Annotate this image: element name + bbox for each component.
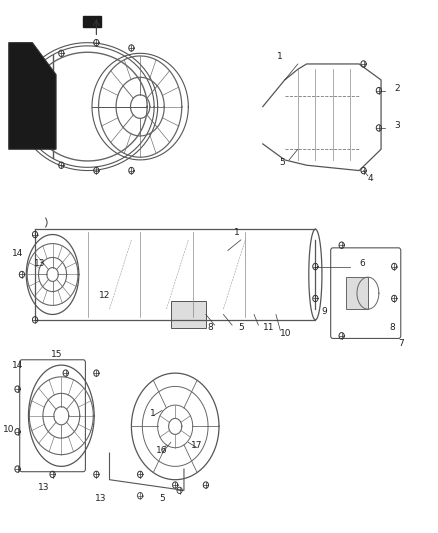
Text: 13: 13 (38, 483, 49, 492)
Text: 1: 1 (277, 52, 283, 61)
Text: 13: 13 (34, 260, 45, 269)
Text: 5: 5 (238, 324, 244, 333)
Text: 1: 1 (233, 228, 240, 237)
Text: 8: 8 (207, 324, 213, 333)
Text: 5: 5 (279, 158, 285, 167)
Text: 11: 11 (263, 324, 274, 333)
Text: 16: 16 (156, 446, 168, 455)
Text: 5: 5 (159, 494, 165, 503)
Text: 8: 8 (390, 324, 396, 333)
Bar (346, 277, 368, 309)
Text: 1: 1 (150, 409, 156, 418)
Bar (171, 301, 206, 328)
Text: 15: 15 (51, 350, 63, 359)
Text: 3: 3 (394, 121, 400, 130)
Text: 4: 4 (368, 174, 374, 183)
Text: 14: 14 (12, 361, 23, 370)
Text: 10: 10 (3, 425, 14, 434)
Text: 17: 17 (191, 441, 203, 450)
Text: 9: 9 (321, 308, 327, 317)
Polygon shape (83, 16, 101, 27)
Text: 14: 14 (12, 249, 23, 258)
Text: 10: 10 (280, 329, 292, 338)
Polygon shape (9, 43, 56, 149)
Text: 7: 7 (399, 340, 404, 349)
Text: 6: 6 (359, 260, 365, 269)
Text: 2: 2 (394, 84, 400, 93)
Text: 13: 13 (95, 494, 106, 503)
Text: 12: 12 (99, 292, 111, 301)
